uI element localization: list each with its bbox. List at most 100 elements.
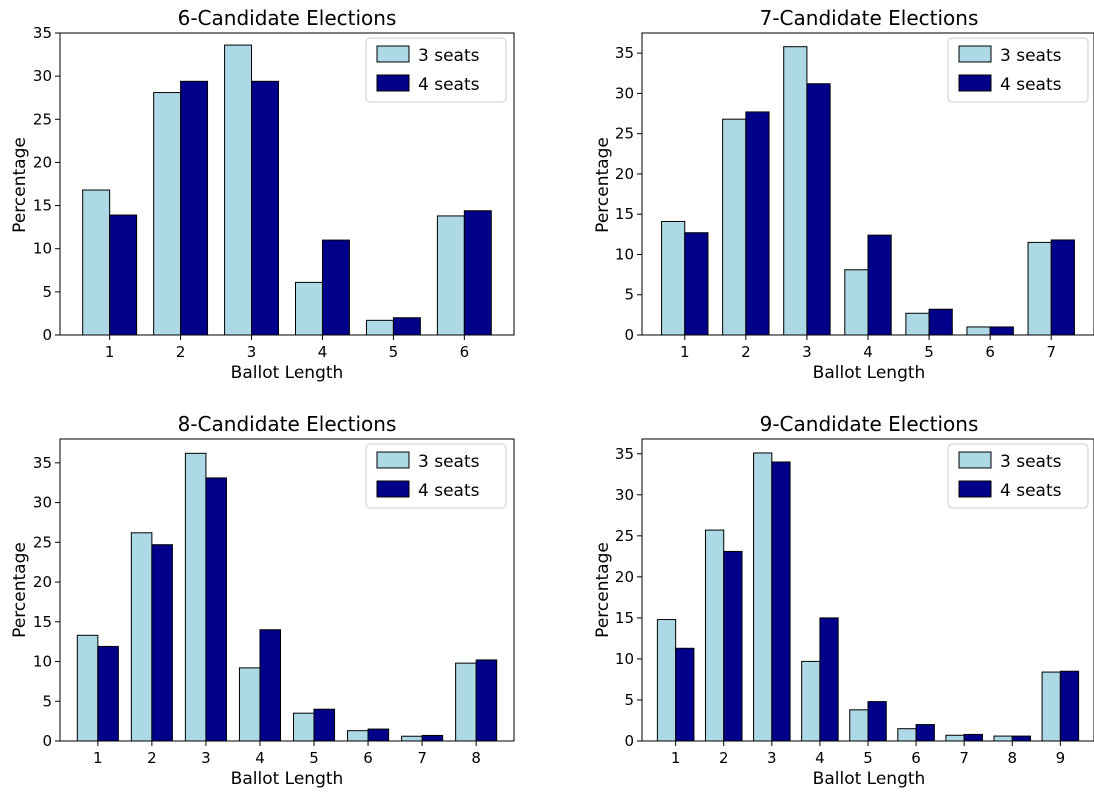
plot-area: 1 2 3 4 5 6 7 8 9 0 5 10 15 20 25 30 35 bbox=[615, 438, 1094, 767]
x-tick-label: 6 bbox=[911, 749, 921, 767]
legend-swatch bbox=[376, 451, 410, 469]
y-tick-label: 20 bbox=[615, 165, 634, 183]
bar bbox=[966, 326, 991, 336]
bar bbox=[771, 461, 791, 742]
plot-area: 1 2 3 4 5 6 0 5 10 15 20 25 30 35 bbox=[33, 24, 515, 361]
bar bbox=[153, 92, 182, 336]
bar bbox=[184, 452, 207, 742]
chart-panel-9-candidate: 9-Candidate Elections 1 2 3 4 5 6 7 8 9 0 5 10 15 20 2… bbox=[593, 412, 1094, 789]
x-tick-label: 3 bbox=[767, 749, 777, 767]
y-tick-label: 30 bbox=[33, 67, 52, 85]
bar bbox=[421, 734, 444, 742]
x-tick-label: 1 bbox=[671, 749, 681, 767]
x-tick-label: 4 bbox=[815, 749, 825, 767]
bar bbox=[783, 46, 808, 336]
bar bbox=[905, 312, 930, 336]
chart-panel-8-candidate: 8-Candidate Elections 1 2 3 4 5 6 7 8 0 5 10 15 20 25… bbox=[10, 412, 515, 789]
axes-frame bbox=[59, 32, 515, 336]
y-tick-label: 30 bbox=[615, 84, 634, 102]
x-tick-label: 6 bbox=[363, 749, 373, 767]
bar bbox=[180, 80, 209, 336]
x-tick-label: 4 bbox=[863, 343, 873, 361]
y-tick-label: 25 bbox=[33, 533, 52, 551]
x-tick-label: 3 bbox=[247, 343, 257, 361]
bar bbox=[367, 728, 390, 742]
bar bbox=[238, 667, 261, 742]
bar bbox=[806, 83, 831, 336]
y-tick-label: 10 bbox=[615, 245, 634, 263]
legend: 3 seats 4 seats bbox=[947, 443, 1089, 509]
y-tick-label: 30 bbox=[615, 486, 634, 504]
y-tick-label: 5 bbox=[42, 692, 52, 710]
x-tick-label: 2 bbox=[741, 343, 751, 361]
bar bbox=[801, 660, 821, 742]
bar bbox=[292, 712, 315, 742]
bar bbox=[704, 529, 725, 742]
x-tick-label: 5 bbox=[309, 749, 319, 767]
y-axis-label: Percentage bbox=[593, 137, 613, 233]
legend-swatch bbox=[376, 480, 410, 498]
y-tick-label: 0 bbox=[624, 326, 634, 344]
legend-label: 3 seats bbox=[418, 46, 480, 66]
bar bbox=[745, 111, 770, 336]
bar bbox=[109, 214, 138, 336]
y-tick-label: 30 bbox=[33, 494, 52, 512]
y-tick-label: 15 bbox=[33, 197, 52, 215]
bar bbox=[365, 319, 394, 336]
x-tick-label: 6 bbox=[985, 343, 995, 361]
x-axis-label: Ballot Length bbox=[231, 363, 344, 383]
x-tick-label: 4 bbox=[318, 343, 328, 361]
bar bbox=[963, 733, 983, 742]
bar bbox=[897, 728, 917, 742]
bar bbox=[867, 234, 892, 336]
bar bbox=[1027, 241, 1052, 336]
bar bbox=[205, 477, 227, 742]
x-tick-label: 1 bbox=[105, 343, 115, 361]
legend-swatch bbox=[376, 74, 410, 92]
chart-title: 6-Candidate Elections bbox=[178, 6, 397, 30]
y-tick-label: 35 bbox=[33, 24, 52, 42]
chart-title: 7-Candidate Elections bbox=[760, 6, 979, 30]
y-axis-label: Percentage bbox=[593, 542, 613, 638]
bar bbox=[661, 220, 686, 336]
y-tick-label: 10 bbox=[33, 240, 52, 258]
y-tick-label: 10 bbox=[33, 653, 52, 671]
bar bbox=[97, 645, 119, 742]
bar bbox=[82, 189, 111, 336]
legend-label: 4 seats bbox=[1000, 75, 1062, 95]
bar bbox=[251, 80, 279, 336]
bar bbox=[436, 215, 465, 336]
bar bbox=[656, 619, 677, 742]
x-tick-label: 7 bbox=[959, 749, 969, 767]
bar bbox=[684, 232, 709, 336]
y-tick-label: 25 bbox=[615, 125, 634, 143]
legend-swatch bbox=[958, 451, 992, 469]
legend-label: 4 seats bbox=[1000, 481, 1062, 501]
legend: 3 seats 4 seats bbox=[365, 443, 507, 509]
bar bbox=[313, 708, 336, 742]
y-tick-label: 0 bbox=[624, 732, 634, 750]
legend-swatch bbox=[958, 480, 992, 498]
bar bbox=[1011, 735, 1032, 742]
plot-area: 1 2 3 4 5 6 7 0 5 10 15 20 25 30 35 bbox=[615, 32, 1094, 361]
x-tick-label: 3 bbox=[802, 343, 812, 361]
bar bbox=[295, 281, 323, 336]
y-tick-label: 25 bbox=[615, 527, 634, 545]
bar bbox=[844, 269, 869, 336]
legend-label: 4 seats bbox=[418, 75, 480, 95]
bar bbox=[675, 647, 695, 742]
x-tick-label: 1 bbox=[680, 343, 690, 361]
bar bbox=[76, 634, 99, 742]
x-tick-label: 2 bbox=[176, 343, 186, 361]
chart-title: 9-Candidate Elections bbox=[760, 412, 979, 436]
x-tick-label: 8 bbox=[471, 749, 481, 767]
y-tick-label: 5 bbox=[42, 283, 52, 301]
legend: 3 seats 4 seats bbox=[365, 37, 507, 103]
legend-label: 3 seats bbox=[418, 452, 480, 472]
x-axis-label: Ballot Length bbox=[813, 363, 926, 383]
chart-panel-6-candidate: 6-Candidate Elections 1 2 3 4 5 6 0 5 10 15 20 25 30… bbox=[10, 6, 515, 383]
bar bbox=[151, 544, 173, 742]
legend-label: 3 seats bbox=[1000, 452, 1062, 472]
y-tick-label: 15 bbox=[615, 205, 634, 223]
bar bbox=[224, 44, 253, 336]
